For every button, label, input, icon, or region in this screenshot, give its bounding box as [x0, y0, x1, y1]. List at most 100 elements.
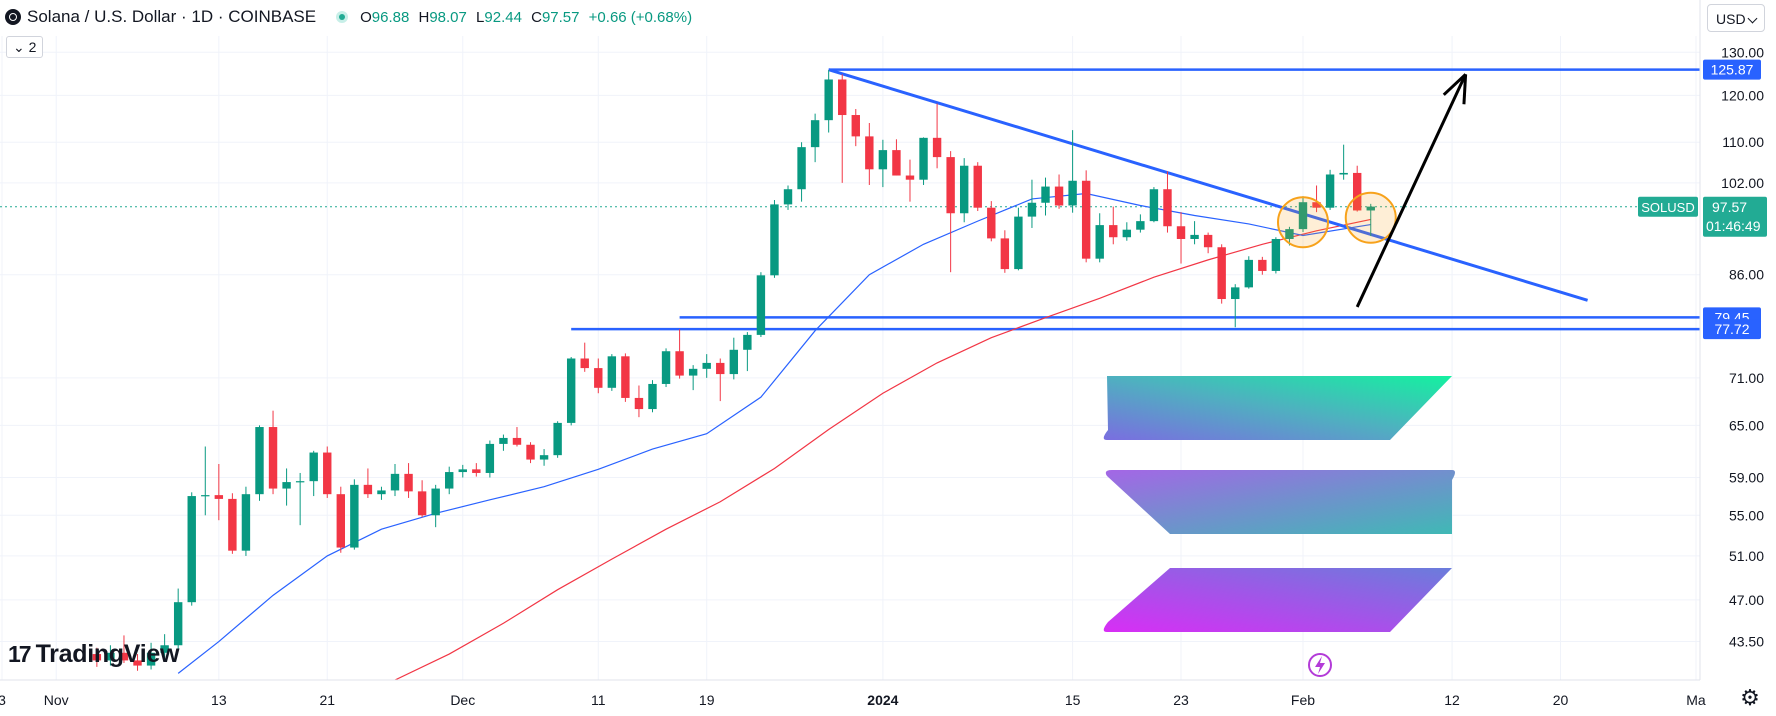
candle-body [1352, 172, 1362, 211]
candle-body [539, 455, 549, 460]
time-axis[interactable]: 3 Nov 13 21 Dec 11 19 2024 15 23 Feb 12 20 Ma [0, 679, 1706, 708]
time-tick-label: Feb [1291, 692, 1315, 708]
candle [228, 493, 237, 554]
candle-body [187, 496, 196, 603]
candle [675, 329, 684, 379]
candle-body [458, 469, 467, 473]
candle-body [1081, 180, 1091, 259]
candle-body [1271, 238, 1281, 271]
level-price-label: 77.72 [1703, 319, 1761, 340]
highlight-circle[interactable] [1276, 196, 1329, 249]
candle [688, 365, 698, 391]
level-price-label: 125.87 [1703, 59, 1761, 80]
candle-body [499, 437, 508, 444]
candle-body [648, 383, 657, 410]
highlight-circles[interactable] [1276, 191, 1397, 249]
candle-body [1325, 174, 1335, 208]
candle-body [716, 362, 725, 375]
candle-body [1149, 189, 1159, 222]
price-axis[interactable]: 130.00 120.00 110.00 102.00 86.00 71.00 65.00 5… [1699, 0, 1764, 680]
candle [1217, 244, 1226, 304]
candle [255, 425, 264, 501]
candle-body [160, 645, 169, 653]
candle-body [878, 150, 888, 170]
candle [621, 353, 630, 402]
symbol-header: Solana / U.S. Dollar · 1D · COINBASE O96… [0, 0, 1700, 34]
tradingview-mark-icon: 17 [8, 641, 32, 667]
candle [472, 463, 481, 477]
countdown-text: 01:46:49 [1706, 218, 1761, 234]
candles [92, 69, 1375, 671]
candle-body [959, 165, 969, 214]
last-price-tag: SOLUSD 97.57 01:46:49 [1638, 196, 1767, 237]
candle-body [756, 275, 766, 335]
candle [729, 337, 739, 380]
candle [92, 647, 102, 667]
symbol-tag-bg [1638, 196, 1698, 217]
candle-body [566, 358, 576, 423]
solana-logo-watermark [1103, 376, 1455, 632]
candle [1325, 169, 1335, 210]
highlight-circle[interactable] [1344, 191, 1397, 244]
arrow-shaft [1355, 73, 1467, 308]
indicators-toggle-button[interactable]: ⌄ 2 [6, 36, 44, 58]
candle-body [1339, 172, 1348, 175]
candle [919, 137, 928, 185]
symbol-title[interactable]: Solana / U.S. Dollar · 1D · COINBASE [27, 7, 317, 26]
price-tick-label: 102.00 [1721, 175, 1764, 191]
candle [1149, 187, 1159, 223]
candle [865, 122, 874, 185]
grid [0, 36, 1700, 680]
candle [838, 74, 847, 183]
time-tick-label: 2024 [867, 692, 898, 708]
ohlc-values: O96.88 H98.07 L92.44 C97.57 +0.66 (+0.68… [360, 8, 693, 26]
gear-icon[interactable]: ⚙ [1740, 685, 1760, 710]
candle [106, 645, 115, 666]
lightning-icon[interactable] [1308, 653, 1332, 677]
candle-body [377, 490, 386, 495]
price-tick-label: 55.00 [1729, 507, 1764, 523]
support-resistance-levels[interactable] [571, 68, 1700, 331]
candle-body [634, 397, 644, 410]
candle-body [1068, 180, 1077, 206]
candle [1258, 256, 1267, 275]
candle-body [417, 491, 427, 516]
candle-body [946, 157, 955, 214]
descending-trendline[interactable] [828, 68, 1589, 302]
candle-body [865, 136, 874, 170]
chevron-down-icon: ⌄ [13, 39, 25, 55]
candle-body [838, 79, 847, 116]
candle-body [119, 652, 129, 661]
candle-body [1163, 189, 1172, 227]
symbol-tag-text: SOLUSD [1641, 200, 1694, 215]
currency-dropdown[interactable]: USD [1707, 4, 1765, 32]
candle-body [1054, 186, 1064, 206]
candle [512, 427, 522, 447]
candle-body [743, 334, 752, 350]
candle-body [404, 473, 413, 492]
time-tick-label: Ma [1686, 692, 1706, 708]
candle [499, 434, 508, 451]
candle [878, 139, 888, 188]
candle [594, 358, 603, 394]
level-price-label-bg [1703, 319, 1761, 340]
candle-body [1027, 202, 1037, 217]
candle [539, 449, 549, 466]
projection-arrow[interactable] [1355, 73, 1468, 308]
candle-body [824, 79, 833, 121]
candle-body [553, 422, 562, 456]
solana-symbol-icon [5, 9, 21, 25]
arrow-head [1462, 74, 1468, 105]
price-tick-label: 130.00 [1721, 44, 1764, 60]
level-price-label-text: 77.72 [1714, 321, 1749, 337]
candle-body [228, 498, 237, 551]
candle [553, 421, 562, 458]
candle [634, 385, 644, 418]
candle-body [526, 444, 535, 460]
market-status-icon[interactable] [336, 11, 349, 23]
candle [417, 480, 427, 518]
candle-body [1176, 226, 1186, 239]
time-tick-label: 23 [1173, 692, 1189, 708]
time-tick-label: Dec [450, 692, 475, 708]
